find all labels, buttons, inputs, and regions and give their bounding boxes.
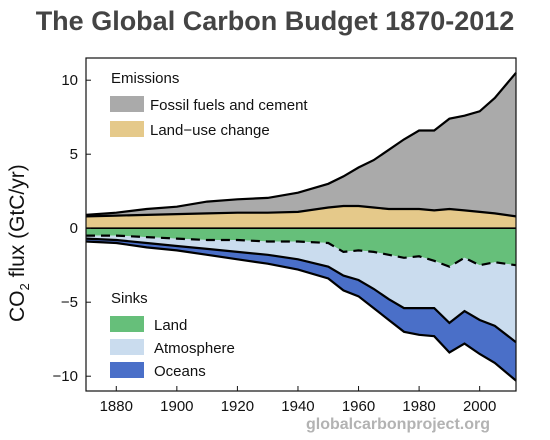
x-tick-label: 1960 [342, 398, 375, 415]
area-atmosphere [86, 235, 516, 343]
legend-swatch-fossil [110, 96, 144, 112]
plot-frame [85, 57, 517, 392]
x-tick-label: 2000 [463, 398, 496, 415]
line-land-sink [86, 234, 517, 268]
legend-swatch-atmosphere [110, 339, 144, 355]
area-land-use-change [86, 206, 516, 229]
line-oceans [85, 240, 517, 382]
y-tick-label: 0 [70, 220, 78, 237]
line-atmosphere [85, 237, 517, 344]
x-tick-label: 1880 [100, 398, 133, 415]
y-tick-label: 10 [61, 72, 78, 89]
y-tick-label: 5 [70, 146, 78, 163]
area-fossil-fuels [86, 72, 516, 217]
legend-label-landuse: Land−use change [150, 122, 270, 139]
legend-label-oceans: Oceans [154, 363, 206, 380]
x-tick-label: 1920 [221, 398, 254, 415]
legend-swatch-oceans [110, 362, 144, 378]
x-tick-label: 1980 [402, 398, 435, 415]
y-tick-label: −10 [53, 368, 78, 385]
legend-title-emissions: Emissions [111, 70, 179, 87]
x-tick-label: 1900 [160, 398, 193, 415]
legend-label-land: Land [154, 317, 187, 334]
legend-label-fossil: Fossil fuels and cement [150, 97, 308, 114]
legend-label-atmosphere: Atmosphere [154, 340, 235, 357]
area-oceans [86, 238, 516, 381]
legend-swatch-landuse [110, 121, 144, 137]
legend-title-sinks: Sinks [111, 290, 148, 307]
y-tick-label: −5 [61, 294, 78, 311]
credit-text: globalcarbonproject.org [305, 416, 490, 433]
line-land-use-top [85, 204, 517, 218]
chart-title: The Global Carbon Budget 1870-2012 [35, 6, 515, 36]
area-land-sink [86, 228, 516, 267]
x-tick-label: 1940 [281, 398, 314, 415]
line-total-emissions [85, 72, 517, 216]
legend-swatch-land [110, 316, 144, 332]
